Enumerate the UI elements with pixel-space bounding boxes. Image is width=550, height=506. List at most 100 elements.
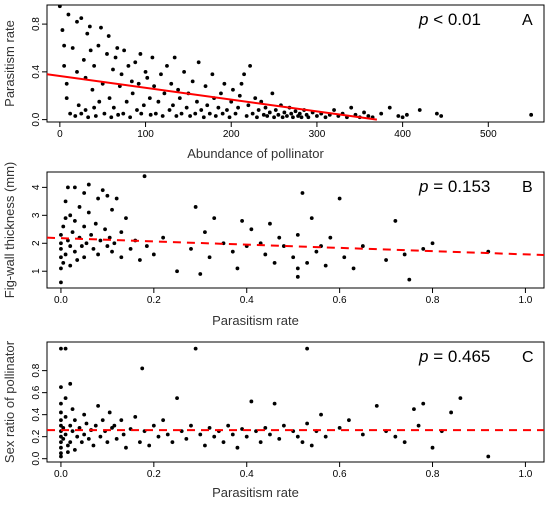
data-point bbox=[107, 410, 112, 415]
data-point bbox=[86, 436, 91, 441]
data-point bbox=[84, 241, 89, 246]
data-point bbox=[107, 96, 112, 101]
data-point bbox=[86, 182, 91, 187]
data-point bbox=[430, 241, 435, 246]
data-point bbox=[323, 434, 328, 439]
data-point bbox=[227, 115, 232, 120]
data-point bbox=[337, 425, 342, 430]
data-point bbox=[83, 108, 88, 112]
x-tick-label: 0.2 bbox=[147, 295, 161, 306]
p-value-annotation: p < 0.01 bbox=[418, 10, 481, 29]
data-point bbox=[126, 63, 131, 68]
data-point bbox=[62, 43, 67, 48]
data-point bbox=[136, 81, 141, 86]
data-point bbox=[235, 266, 240, 271]
data-point bbox=[63, 199, 68, 204]
data-point bbox=[92, 105, 97, 110]
data-point bbox=[76, 103, 81, 108]
data-point bbox=[138, 52, 143, 56]
data-point bbox=[128, 246, 133, 251]
data-point bbox=[68, 423, 73, 428]
data-point bbox=[114, 436, 119, 441]
data-point bbox=[263, 252, 268, 257]
data-point bbox=[239, 81, 244, 86]
data-point bbox=[142, 174, 147, 179]
data-point bbox=[231, 87, 235, 92]
y-tick-label: 0.6 bbox=[31, 385, 42, 399]
data-point bbox=[349, 105, 354, 110]
data-point bbox=[384, 258, 388, 262]
data-point bbox=[189, 246, 193, 251]
data-point bbox=[57, 5, 62, 9]
data-point bbox=[207, 111, 212, 116]
x-tick-label: 0.4 bbox=[240, 295, 254, 306]
data-point bbox=[201, 115, 206, 120]
data-point bbox=[66, 443, 70, 448]
data-point bbox=[193, 205, 198, 209]
data-point bbox=[198, 432, 203, 437]
data-point bbox=[82, 191, 87, 195]
data-point bbox=[268, 432, 272, 437]
data-point bbox=[66, 12, 71, 17]
data-point bbox=[66, 185, 70, 190]
data-point bbox=[82, 432, 87, 437]
data-point bbox=[63, 396, 68, 401]
data-point bbox=[156, 99, 161, 104]
data-point bbox=[379, 111, 384, 116]
data-point bbox=[147, 96, 152, 101]
data-point bbox=[114, 196, 119, 201]
panel-b: 0.0 0.2 0.4 0.6 0.8 1.0 1 2 3 4 Parasitism rate Fig… bbox=[2, 162, 545, 328]
data-point bbox=[62, 63, 67, 68]
data-point bbox=[393, 434, 398, 439]
data-point bbox=[171, 103, 175, 108]
data-point bbox=[68, 263, 73, 268]
data-point bbox=[360, 244, 365, 248]
y-tick-label: 0.4 bbox=[31, 407, 42, 421]
data-point bbox=[199, 108, 204, 112]
data-point bbox=[77, 425, 82, 430]
data-point bbox=[133, 60, 138, 65]
data-point bbox=[203, 230, 207, 234]
data-point bbox=[116, 112, 121, 117]
data-point bbox=[281, 244, 286, 248]
data-point bbox=[295, 274, 300, 279]
data-point bbox=[59, 454, 63, 459]
data-point bbox=[152, 84, 157, 89]
data-point bbox=[281, 423, 286, 428]
data-point bbox=[174, 114, 179, 118]
data-point bbox=[112, 241, 117, 246]
data-point bbox=[250, 111, 255, 116]
data-point bbox=[276, 112, 281, 117]
data-point bbox=[128, 115, 133, 120]
x-tick-label: 0.2 bbox=[147, 469, 161, 480]
data-point bbox=[124, 445, 128, 450]
data-point bbox=[82, 255, 87, 260]
data-point bbox=[105, 440, 110, 445]
data-point bbox=[161, 418, 166, 423]
data-point bbox=[162, 91, 167, 96]
data-point bbox=[111, 67, 115, 72]
plot-frame bbox=[46, 4, 545, 123]
data-point bbox=[103, 227, 107, 232]
data-point bbox=[70, 46, 75, 50]
data-point bbox=[119, 230, 124, 234]
data-point bbox=[107, 235, 112, 240]
data-point bbox=[61, 260, 66, 265]
data-point bbox=[70, 429, 75, 434]
data-point bbox=[261, 112, 266, 117]
data-point bbox=[189, 423, 193, 428]
data-point bbox=[98, 238, 103, 243]
data-point bbox=[374, 403, 379, 408]
data-point bbox=[387, 105, 392, 110]
data-point bbox=[434, 111, 439, 116]
data-point bbox=[59, 440, 63, 445]
data-point bbox=[207, 255, 212, 260]
data-point bbox=[91, 443, 96, 448]
data-point bbox=[449, 410, 454, 415]
y-axis-title: Sex ratio of pollinator bbox=[2, 340, 17, 463]
data-point bbox=[75, 69, 79, 74]
data-point bbox=[176, 87, 181, 92]
p-value-annotation: p = 0.153 bbox=[418, 177, 490, 196]
data-point bbox=[161, 235, 166, 240]
